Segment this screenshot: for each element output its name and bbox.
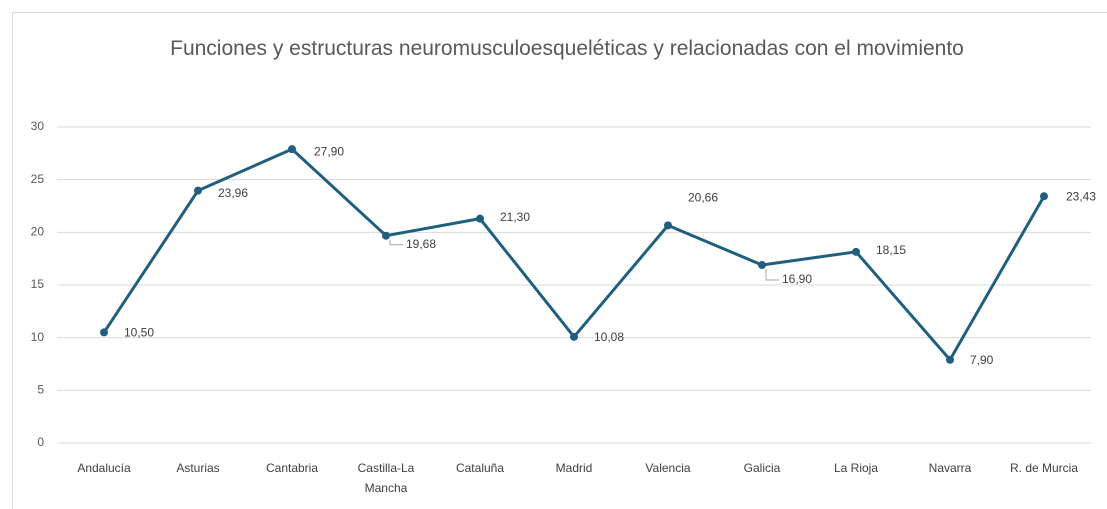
x-tick-label: Cataluña: [455, 461, 505, 475]
y-tick-label: 25: [31, 172, 45, 186]
x-tick-label: Navarra: [928, 461, 972, 475]
data-point: [288, 145, 296, 154]
y-tick-label: 5: [37, 383, 44, 397]
x-tick-label: Galicia: [743, 461, 781, 475]
data-label: 7,90: [970, 353, 994, 367]
data-point: [570, 332, 578, 341]
y-tick-label: 0: [37, 435, 44, 449]
leader-line: [389, 239, 403, 246]
y-tick-label: 30: [31, 119, 45, 133]
chart-title: Funciones y estructuras neuromusculoesqu…: [170, 37, 964, 60]
data-point: [946, 355, 954, 364]
x-tick-label: Andalucía: [77, 461, 131, 475]
data-label: 21,30: [500, 210, 530, 224]
data-point: [382, 231, 390, 240]
x-tick-label: Madrid: [555, 461, 593, 475]
y-tick-label: 10: [31, 330, 45, 344]
data-label: 10,08: [594, 330, 624, 344]
chart-border: [12, 12, 1107, 509]
x-tick-label: Asturias: [176, 461, 220, 475]
x-tick-label: Castilla-La Mancha: [357, 461, 415, 495]
data-point: [194, 186, 202, 195]
data-label: 23,43: [1066, 189, 1096, 203]
x-tick-label: Valencia: [645, 461, 691, 475]
x-tick-label: La Rioja: [833, 461, 879, 475]
data-label: 27,90: [314, 144, 344, 158]
data-label: 16,90: [782, 272, 812, 286]
x-tick-label: Cantabria: [265, 461, 319, 475]
data-label: 19,68: [406, 237, 436, 251]
data-point: [476, 214, 484, 223]
data-point: [100, 328, 108, 337]
data-label: 23,96: [218, 186, 248, 200]
data-point: [664, 221, 672, 230]
data-point: [1040, 192, 1048, 201]
data-label: 20,66: [688, 191, 718, 205]
leader-line: [765, 268, 779, 281]
y-tick-label: 15: [31, 277, 45, 291]
x-tick-label: R. de Murcia: [1009, 461, 1079, 475]
data-point: [758, 260, 766, 269]
data-point: [852, 247, 860, 256]
data-label: 10,50: [124, 326, 154, 340]
y-tick-label: 20: [31, 225, 45, 239]
data-label: 18,15: [876, 243, 906, 257]
